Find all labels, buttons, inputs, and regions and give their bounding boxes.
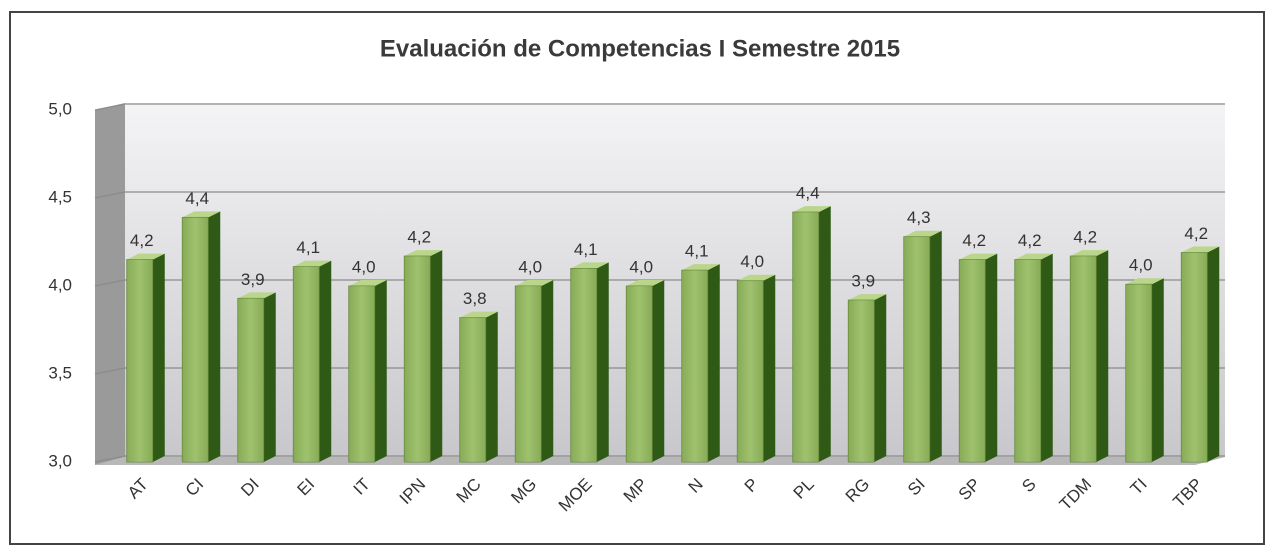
bar-shine <box>959 259 986 462</box>
bar-side <box>1096 250 1109 462</box>
bar-top <box>459 311 498 318</box>
bar-shine <box>1125 284 1152 462</box>
bar-top <box>237 292 276 299</box>
bar-top <box>903 230 942 237</box>
bar-side <box>485 311 498 462</box>
bar-top <box>515 280 554 286</box>
value-label: 4,0 <box>1129 256 1153 275</box>
bar-shine <box>681 270 708 462</box>
value-label: 4,0 <box>518 257 542 276</box>
bar-side <box>208 211 221 462</box>
bar-side <box>652 280 665 462</box>
bar-top <box>570 262 609 269</box>
bar-top <box>1014 253 1053 260</box>
bar-shine <box>293 266 320 462</box>
bar-side <box>707 264 720 462</box>
y-tick-label: 4,0 <box>48 275 72 294</box>
bar-top <box>848 294 887 301</box>
bar-shine <box>903 236 930 462</box>
bar-shine <box>459 317 486 462</box>
bar-top <box>681 264 720 271</box>
value-label: 4,2 <box>1018 231 1042 250</box>
value-label: 4,2 <box>1184 224 1208 243</box>
bar-shine <box>515 286 542 462</box>
bar-side <box>596 262 609 462</box>
grid-line-side <box>94 279 126 287</box>
bar-side <box>152 253 165 462</box>
value-label: 4,0 <box>352 257 376 276</box>
value-label: 4,0 <box>740 252 764 271</box>
bar-top <box>626 280 665 286</box>
bar-shine <box>126 259 153 462</box>
bar-shine <box>237 298 264 462</box>
y-tick-label: 5,0 <box>48 99 72 118</box>
side-wall <box>95 103 125 465</box>
bar-top <box>792 206 831 213</box>
bar-top <box>1070 250 1109 257</box>
value-label: 4,4 <box>796 184 820 203</box>
value-label: 4,1 <box>296 238 320 257</box>
grid-line-side <box>94 455 126 463</box>
value-label: 4,2 <box>407 228 431 247</box>
value-label: 4,2 <box>962 231 986 250</box>
y-tick-label: 4,5 <box>48 187 72 206</box>
bar-shine <box>792 212 819 462</box>
bar-side <box>1151 278 1164 462</box>
value-label: 4,3 <box>907 208 931 227</box>
grid-line-side <box>94 191 126 199</box>
value-label: 4,1 <box>685 242 709 261</box>
value-label: 4,4 <box>185 189 209 208</box>
bar-shine <box>848 300 875 462</box>
value-label: 4,0 <box>629 257 653 276</box>
value-label: 3,8 <box>463 289 487 308</box>
bar-shine <box>182 217 209 462</box>
bar-side <box>985 253 998 462</box>
bar-top <box>182 211 221 218</box>
grid-line-side <box>94 367 126 375</box>
bar-shine <box>1070 256 1097 462</box>
bar-side <box>1040 253 1053 462</box>
bar-side <box>874 294 887 462</box>
bar-top <box>293 260 332 267</box>
bar-shine <box>626 286 653 462</box>
bar-top <box>348 280 387 286</box>
bar-side <box>818 206 831 462</box>
y-tick-label: 3,0 <box>48 451 72 470</box>
value-label: 4,2 <box>130 231 154 250</box>
bar-shine <box>1181 252 1208 462</box>
bar-top <box>1181 246 1220 253</box>
grid-line-side <box>94 103 126 111</box>
bar-side <box>929 230 942 462</box>
bar-shine <box>570 268 597 462</box>
bar-shine <box>404 256 431 462</box>
y-tick-label: 3,5 <box>48 363 72 382</box>
value-label: 3,9 <box>851 272 875 291</box>
bar-side <box>541 280 554 462</box>
chart-title: Evaluación de Competencias I Semestre 20… <box>380 35 900 62</box>
bar-side <box>430 250 443 462</box>
bar-top <box>959 253 998 260</box>
value-label: 3,9 <box>241 270 265 289</box>
bar-shine <box>737 280 764 462</box>
bar-side <box>763 274 776 462</box>
value-label: 4,2 <box>1073 228 1097 247</box>
bar-shine <box>1014 259 1041 462</box>
bar-top <box>404 250 443 257</box>
bar-shine <box>348 286 375 462</box>
bar-side <box>1207 246 1220 462</box>
bar-side <box>263 292 276 462</box>
bar-top <box>1125 278 1164 285</box>
bar-top <box>126 253 165 260</box>
bar-side <box>319 260 332 462</box>
bar-side <box>374 280 387 462</box>
value-label: 4,1 <box>574 240 598 259</box>
bar-top <box>737 274 776 281</box>
